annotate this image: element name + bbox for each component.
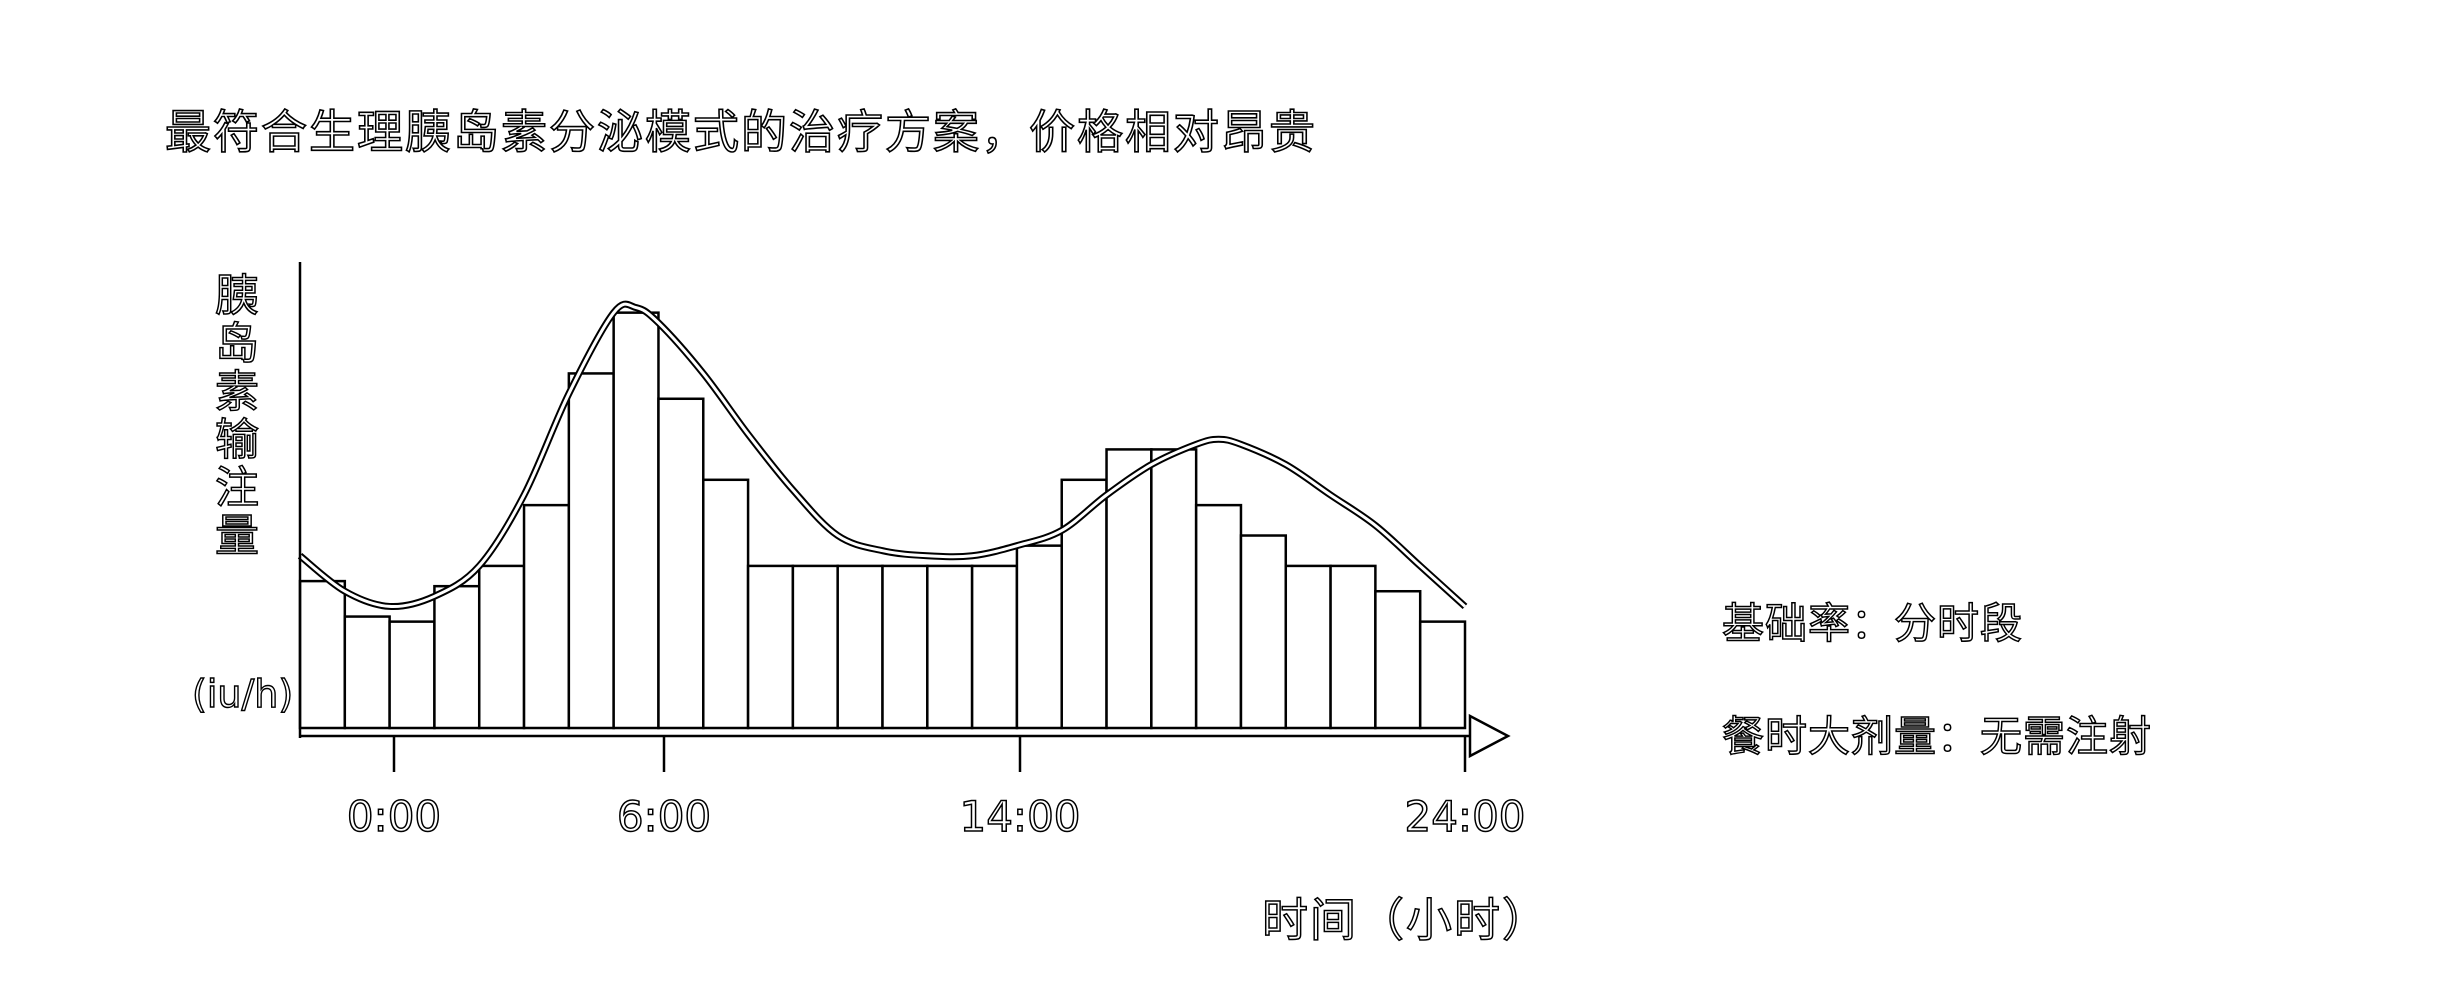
bar — [522, 503, 571, 730]
bar — [970, 564, 1019, 730]
bar — [298, 579, 347, 730]
bar — [477, 564, 526, 730]
bar — [836, 564, 884, 730]
bar — [567, 372, 615, 730]
x-tick-label: 24:00 — [1404, 791, 1527, 842]
bar — [343, 615, 391, 730]
bar — [1105, 448, 1153, 730]
bar — [746, 564, 795, 730]
bar — [1150, 448, 1198, 730]
bar — [881, 564, 929, 730]
bar — [1374, 589, 1422, 730]
bar — [388, 620, 436, 730]
bolus-dose-note: 餐时大剂量：无需注射 — [1721, 711, 2153, 762]
bar — [1194, 503, 1243, 730]
y-axis-label: 胰岛素输注量 — [206, 271, 259, 561]
bar — [433, 584, 481, 730]
x-tick-label: 14:00 — [959, 791, 1082, 842]
bar — [702, 478, 750, 730]
bar — [1015, 544, 1063, 730]
x-axis-arrow — [1468, 713, 1511, 759]
chart-title: 最符合生理胰岛素分泌模式的治疗方案，价格相对昂贵 — [164, 104, 1317, 160]
x-axis-label: 时间（小时） — [1261, 892, 1550, 948]
insulin-curve — [299, 302, 1467, 609]
bar — [657, 397, 705, 730]
bar — [1329, 564, 1377, 730]
bar — [612, 311, 660, 730]
bar — [791, 564, 839, 730]
y-axis-unit: (iu/h) — [191, 671, 294, 716]
x-tick-label: 0:00 — [346, 791, 442, 842]
basal-rate-note: 基础率：分时段 — [1721, 598, 2024, 649]
bar — [1284, 564, 1332, 730]
insulin-curve-outline — [297, 300, 1468, 611]
bar — [1239, 534, 1288, 730]
bar — [1418, 620, 1467, 730]
x-tick-label: 6:00 — [616, 791, 712, 842]
bar — [926, 564, 974, 730]
